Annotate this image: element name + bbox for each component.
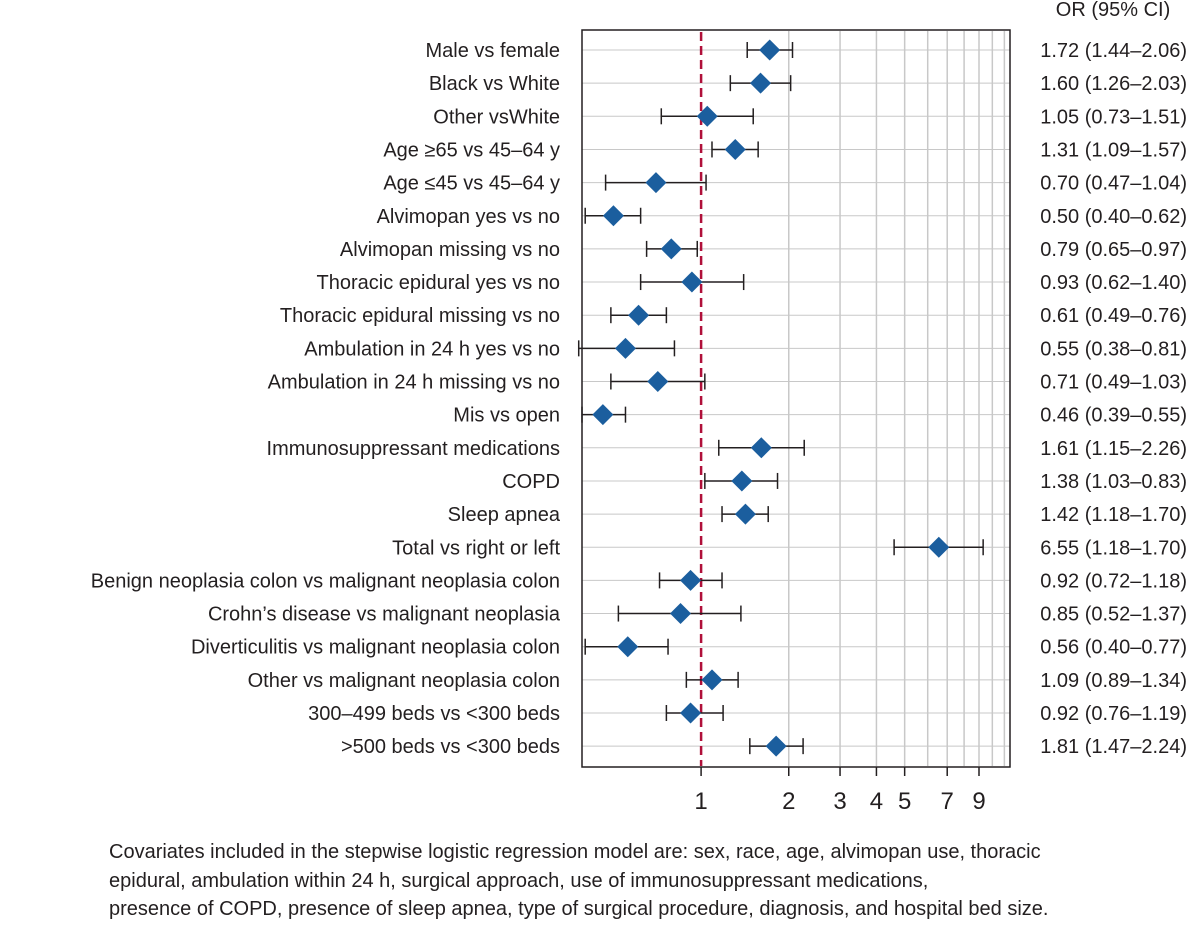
footnote-line-1: Covariates included in the stepwise logi… xyxy=(109,841,1041,863)
or-ci-value: 1.60 (1.26–2.03) xyxy=(1040,73,1187,95)
or-marker xyxy=(628,304,650,326)
or-ci-value: 1.81 (1.47–2.24) xyxy=(1040,736,1187,758)
or-ci-column: 1.72 (1.44–2.06) 1.60 (1.26–2.03) 1.05 (0.… xyxy=(1040,40,1187,758)
row-label: >500 beds vs <300 beds xyxy=(341,736,560,758)
row-label: Male vs female xyxy=(426,40,561,62)
or-ci-value: 0.93 (0.62–1.40) xyxy=(1040,272,1187,294)
or-marker xyxy=(724,138,746,160)
row-label: 300–499 beds vs <300 beds xyxy=(308,703,560,725)
footnote-line-2: epidural, ambulation within 24 h, surgic… xyxy=(109,869,929,892)
or-ci-value: 0.92 (0.76–1.19) xyxy=(1040,703,1187,725)
x-tick-label: 9 xyxy=(972,788,985,815)
or-marker xyxy=(750,437,772,459)
or-marker xyxy=(681,271,703,293)
or-marker xyxy=(750,72,772,94)
row-label: Thoracic epidural yes vs no xyxy=(317,272,560,294)
row-gridlines xyxy=(582,49,1010,747)
row-label: Total vs right or left xyxy=(392,537,560,559)
x-tick-label: 1 xyxy=(694,788,707,815)
row-label: COPD xyxy=(502,471,560,493)
or-ci-value: 0.46 (0.39–0.55) xyxy=(1040,405,1187,427)
or-marker xyxy=(647,371,669,392)
x-tick-label: 5 xyxy=(898,788,911,815)
or-marker xyxy=(696,105,718,127)
or-ci-value: 0.61 (0.49–0.76) xyxy=(1040,305,1187,327)
x-tick-label: 4 xyxy=(870,788,883,815)
plot-frame xyxy=(581,29,1011,768)
or-ci-value: 0.70 (0.47–1.04) xyxy=(1040,173,1187,195)
or-ci-value: 1.61 (1.15–2.26) xyxy=(1040,438,1187,460)
or-ci-value: 0.56 (0.40–0.77) xyxy=(1040,637,1187,659)
or-ci-value: 1.05 (0.73–1.51) xyxy=(1040,106,1187,128)
or-ci-value: 1.72 (1.44–2.06) xyxy=(1040,40,1187,62)
or-ci-value: 1.31 (1.09–1.57) xyxy=(1040,139,1187,161)
or-ci-value: 0.92 (0.72–1.18) xyxy=(1040,570,1187,592)
or-marker xyxy=(680,702,702,724)
row-label: Alvimopan missing vs no xyxy=(340,239,560,261)
row-label: Mis vs open xyxy=(453,405,560,427)
row-label: Black vs White xyxy=(429,73,560,95)
row-label: Age ≤45 vs 45–64 y xyxy=(383,173,560,195)
or-ci-value: 1.38 (1.03–0.83) xyxy=(1040,471,1187,493)
or-marker xyxy=(680,569,702,591)
or-marker xyxy=(614,337,636,359)
row-label: Other vsWhite xyxy=(433,106,560,128)
row-label: Age ≥65 vs 45–64 y xyxy=(383,139,560,161)
or-ci-value: 1.09 (0.89–1.34) xyxy=(1040,670,1187,692)
row-label: Alvimopan yes vs no xyxy=(377,206,560,228)
confidence-intervals xyxy=(577,42,984,755)
row-label: Other vs malignant neoplasia colon xyxy=(248,670,560,692)
or-marker xyxy=(645,172,667,194)
or-column-header: OR (95% CI) xyxy=(1056,0,1170,21)
row-label: Sleep apnea xyxy=(448,504,561,526)
gridlines xyxy=(788,31,1006,766)
row-label: Crohn’s disease vs malignant neoplasia xyxy=(208,604,561,626)
or-marker xyxy=(701,669,723,691)
x-tick-label: 2 xyxy=(782,788,795,815)
or-marker xyxy=(670,603,692,625)
row-labels: Male vs female Black vs White Other vsWhit… xyxy=(91,40,561,758)
or-marker xyxy=(592,404,614,426)
or-marker xyxy=(734,503,756,525)
or-marker xyxy=(731,470,753,492)
or-ci-value: 0.55 (0.38–0.81) xyxy=(1040,338,1187,360)
or-ci-value: 1.42 (1.18–1.70) xyxy=(1040,504,1187,526)
or-marker xyxy=(765,735,787,757)
or-ci-value: 0.79 (0.65–0.97) xyxy=(1040,239,1187,261)
row-label: Thoracic epidural missing vs no xyxy=(280,305,560,327)
or-ci-value: 0.85 (0.52–1.37) xyxy=(1040,604,1187,626)
row-label: Diverticulitis vs malignant neoplasia co… xyxy=(191,637,560,659)
footnote: Covariates included in the stepwise logi… xyxy=(109,838,1200,924)
or-marker xyxy=(617,636,639,658)
or-ci-value: 0.71 (0.49–1.03) xyxy=(1040,372,1187,394)
or-marker xyxy=(928,536,950,558)
x-tick-label: 3 xyxy=(833,788,846,815)
or-marker xyxy=(759,39,781,61)
footnote-line-3: presence of COPD, presence of sleep apne… xyxy=(109,898,1049,920)
row-label: Benign neoplasia colon vs malignant neop… xyxy=(91,570,560,592)
row-label: Immunosuppressant medications xyxy=(267,438,560,460)
or-marker xyxy=(602,205,624,227)
row-label: Ambulation in 24 h missing vs no xyxy=(268,372,560,394)
row-label: Ambulation in 24 h yes vs no xyxy=(304,338,560,360)
or-marker xyxy=(660,238,682,260)
x-tick-label: 7 xyxy=(941,788,954,815)
odds-ratio-markers xyxy=(592,39,950,757)
or-ci-value: 6.55 (1.18–1.70) xyxy=(1040,537,1187,559)
or-ci-value: 0.50 (0.40–0.62) xyxy=(1040,206,1187,228)
